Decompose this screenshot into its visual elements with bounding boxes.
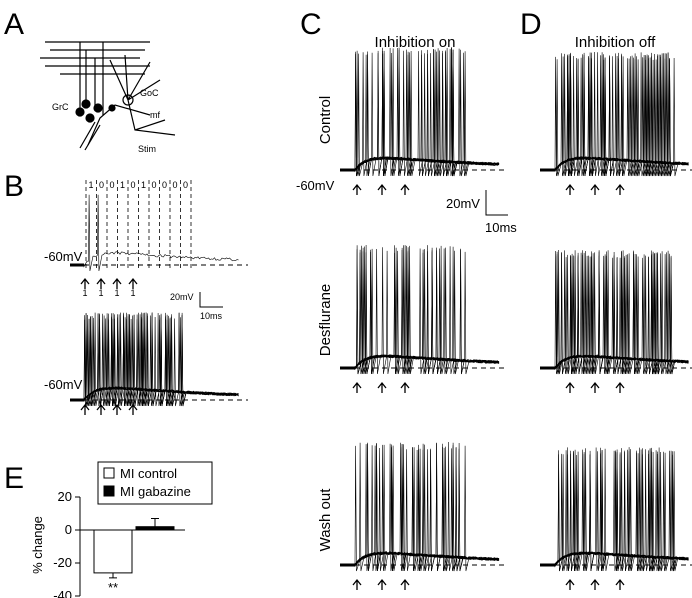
voltage-trace bbox=[83, 194, 239, 272]
spike-code: 1 bbox=[88, 180, 93, 190]
diagram-label: Stim bbox=[138, 144, 156, 154]
stim-arrow bbox=[80, 277, 90, 289]
column-title: Inhibition on bbox=[375, 34, 456, 51]
y-tick-label: -20 bbox=[53, 555, 72, 570]
spike-code: 1 bbox=[120, 180, 125, 190]
stim-arrow bbox=[112, 403, 122, 415]
stim-arrow bbox=[377, 183, 387, 195]
stim-code: 1 bbox=[98, 288, 103, 298]
row-label: Control bbox=[317, 96, 334, 144]
stim-arrow bbox=[565, 183, 575, 195]
voltage-trace bbox=[354, 442, 500, 572]
stim-arrow bbox=[590, 183, 600, 195]
voltage-trace bbox=[354, 47, 500, 177]
voltage-trace bbox=[354, 248, 500, 375]
stim-arrow bbox=[615, 578, 625, 590]
spike-code: 0 bbox=[172, 180, 177, 190]
stim-code: 1 bbox=[82, 288, 87, 298]
stim-arrow bbox=[112, 277, 122, 289]
stim-arrow bbox=[400, 381, 410, 393]
bar bbox=[135, 526, 175, 531]
annotation: ** bbox=[108, 580, 118, 595]
stim-arrow bbox=[377, 578, 387, 590]
y-tick-label: 0 bbox=[65, 522, 72, 537]
diagram-label: mf bbox=[150, 110, 160, 120]
scale-label: 10ms bbox=[485, 220, 517, 235]
voltage-trace bbox=[554, 251, 689, 375]
stim-arrow bbox=[96, 403, 106, 415]
stim-arrow bbox=[80, 403, 90, 415]
voltage-trace bbox=[354, 446, 500, 572]
stim-arrow bbox=[128, 403, 138, 415]
bar bbox=[93, 529, 133, 574]
voltage-trace bbox=[354, 50, 500, 177]
stim-arrow bbox=[400, 578, 410, 590]
stim-arrow bbox=[590, 381, 600, 393]
y-tick-label: -40 bbox=[53, 588, 72, 598]
row-label: Wash out bbox=[317, 488, 334, 552]
row-label: Desflurane bbox=[317, 284, 334, 357]
legend-label: MI gabazine bbox=[120, 484, 191, 499]
stim-arrow bbox=[615, 183, 625, 195]
scale-bar bbox=[485, 190, 508, 216]
voltage-trace bbox=[554, 250, 689, 375]
voltage-trace bbox=[554, 449, 689, 572]
potential-label: -60mV bbox=[44, 249, 83, 264]
panel-letter: E bbox=[4, 462, 24, 495]
scale-label: 10ms bbox=[200, 311, 223, 321]
potential-label: -60mV bbox=[296, 178, 335, 193]
voltage-trace bbox=[554, 52, 689, 177]
spike-code: 0 bbox=[109, 180, 114, 190]
error-bar bbox=[109, 572, 117, 579]
panel-letter: C bbox=[300, 8, 322, 41]
stim-arrow bbox=[565, 578, 575, 590]
voltage-trace bbox=[354, 245, 500, 375]
stim-arrow bbox=[96, 277, 106, 289]
voltage-trace bbox=[354, 47, 499, 177]
legend-swatch bbox=[103, 485, 115, 497]
scale-label: 20mV bbox=[446, 196, 480, 211]
stim-arrow bbox=[352, 578, 362, 590]
stim-arrow bbox=[615, 381, 625, 393]
panel-letter: D bbox=[520, 8, 542, 41]
error-bar bbox=[151, 517, 159, 527]
stim-code: 1 bbox=[130, 288, 135, 298]
column-title: Inhibition off bbox=[575, 34, 656, 51]
stim-arrow bbox=[352, 183, 362, 195]
spike-code: 0 bbox=[99, 180, 104, 190]
stim-arrow bbox=[377, 381, 387, 393]
diagram-label: GrC bbox=[52, 102, 69, 112]
scale-bar bbox=[199, 292, 223, 308]
letters: A B C D E bbox=[4, 8, 542, 495]
spike-code: 0 bbox=[130, 180, 135, 190]
y-axis-label: % change bbox=[30, 516, 45, 574]
spike-code: 1 bbox=[141, 180, 146, 190]
scale-label: 20mV bbox=[170, 292, 194, 302]
panel-letter: A bbox=[4, 8, 24, 41]
diagram-label: GoC bbox=[140, 88, 159, 98]
y-tick-label: 20 bbox=[58, 489, 72, 504]
panel-letter: B bbox=[4, 170, 24, 203]
potential-label: -60mV bbox=[44, 377, 83, 392]
stim-arrow bbox=[400, 183, 410, 195]
legend-label: MI control bbox=[120, 466, 177, 481]
stim-arrow bbox=[128, 277, 138, 289]
legend bbox=[97, 461, 213, 505]
spike-code: 0 bbox=[151, 180, 156, 190]
stim-code: 1 bbox=[114, 288, 119, 298]
stim-arrow bbox=[352, 381, 362, 393]
spike-code: 0 bbox=[183, 180, 188, 190]
stim-arrow bbox=[590, 578, 600, 590]
voltage-trace bbox=[83, 313, 239, 407]
circuit-diagram bbox=[40, 41, 176, 151]
spike-code: 0 bbox=[162, 180, 167, 190]
legend-box bbox=[97, 461, 213, 505]
stim-arrow bbox=[565, 381, 575, 393]
legend-swatch bbox=[103, 467, 115, 479]
